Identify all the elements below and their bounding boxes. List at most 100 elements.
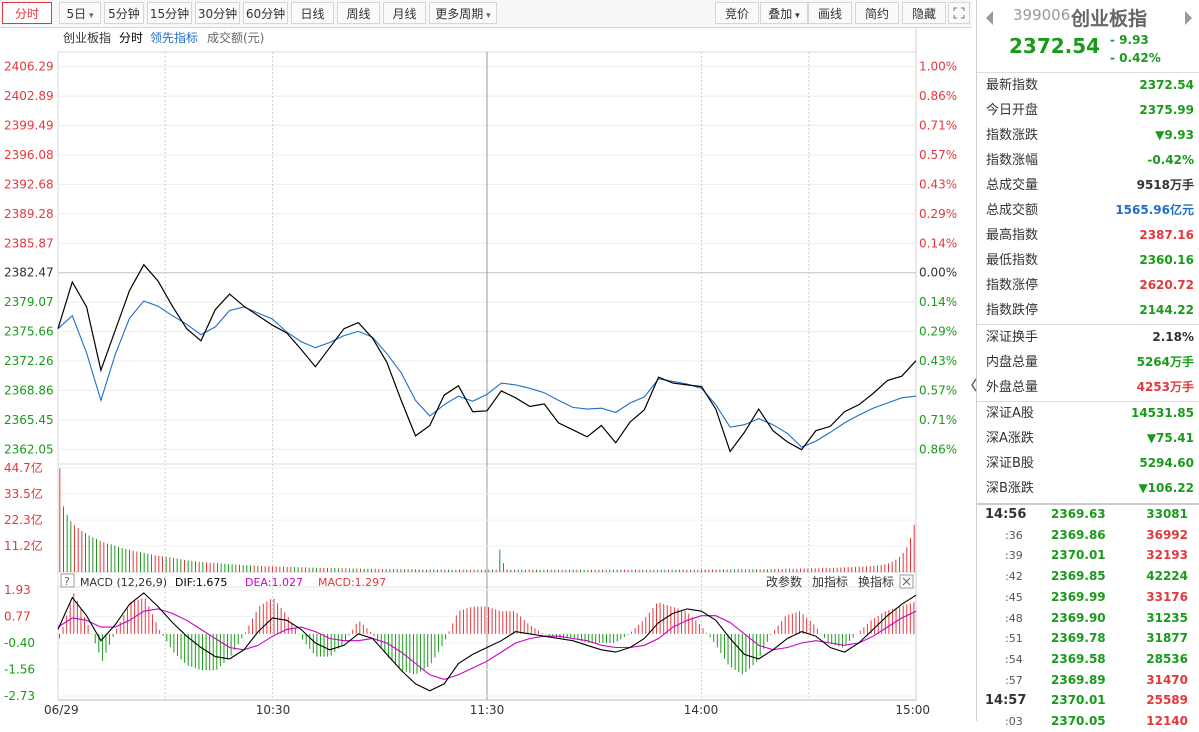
pct-tick-label: 0.57% [919, 383, 957, 397]
chevron-down-icon: ▾ [86, 11, 94, 21]
period-tab-9[interactable]: 更多周期 ▾ [429, 2, 497, 24]
stat-row: 深B涨跌 ▼106.22 [977, 476, 1199, 501]
price-tick-label: 2396.08 [4, 148, 54, 162]
tick-price: 2370.05 [1051, 714, 1106, 728]
period-tab-7[interactable]: 周线 [337, 2, 380, 24]
divider [977, 324, 1199, 325]
toolbar-action-4[interactable]: 隐藏 [902, 2, 946, 24]
period-tab-3[interactable]: 15分钟 [147, 2, 192, 24]
stat-value: 1565.96亿元 [1115, 203, 1194, 217]
tick-row: 14:57 2370.01 25589 [977, 690, 1199, 711]
price-tick-label: 2402.89 [4, 89, 54, 103]
dif-line [57, 592, 917, 692]
pct-tick-label: 0.57% [919, 148, 957, 162]
price-line [57, 263, 917, 453]
price-tick-label: 2372.26 [4, 354, 54, 368]
stat-label: 深证B股 [986, 456, 1034, 471]
stat-row: 指数跌停 2144.22 [977, 298, 1199, 323]
period-tab-label: 30分钟 [197, 7, 238, 21]
tick-volume: 12140 [1146, 714, 1188, 728]
period-tab-label: 5分钟 [108, 7, 140, 21]
stat-value: 2144.22 [1139, 303, 1194, 317]
legend-lead-indicator[interactable]: 领先指标 [150, 30, 198, 45]
stat-label: 深证A股 [986, 406, 1034, 421]
period-tab-8[interactable]: 月线 [383, 2, 426, 24]
stat-value: ▼75.41 [1146, 431, 1194, 445]
tick-time: :45 [1005, 590, 1023, 604]
quote-change-pct: - 0.42% [1110, 51, 1161, 65]
expand-icon[interactable] [948, 2, 970, 24]
stat-row: 深A涨跌 ▼75.41 [977, 426, 1199, 451]
tick-price: 2369.85 [1051, 569, 1106, 584]
pct-tick-label: 0.71% [919, 413, 957, 427]
tick-price: 2370.01 [1051, 548, 1106, 563]
stat-label: 总成交额 [986, 203, 1039, 218]
period-tab-label: 月线 [392, 7, 417, 21]
tick-time: 14:57 [985, 693, 1027, 709]
tick-price: 2369.86 [1051, 527, 1106, 542]
macd-help-button[interactable] [60, 573, 75, 588]
tick-volume: 42224 [1146, 569, 1188, 584]
period-tab-2[interactable]: 5分钟 [104, 2, 144, 24]
macd-tick-label: -0.40 [4, 636, 35, 650]
stat-row: 深证B股 5294.60 [977, 451, 1199, 476]
pct-tick-label: 0.43% [919, 177, 957, 191]
period-tab-label: 周线 [346, 7, 371, 21]
macd-tick-label: -1.56 [4, 662, 35, 676]
stat-value: 9518万手 [1136, 178, 1194, 192]
tick-row: :36 2369.86 36992 [977, 525, 1199, 546]
period-tab-4[interactable]: 30分钟 [195, 2, 240, 24]
tick-time: :36 [1005, 528, 1023, 542]
toolbar-action-3[interactable]: 简约 [855, 2, 899, 24]
tick-row: :39 2370.01 32193 [977, 545, 1199, 566]
period-tab-5[interactable]: 60分钟 [243, 2, 288, 24]
macd-add-indicator[interactable]: 加指标 [812, 574, 848, 589]
toolbar-action-2[interactable]: 画线 [808, 2, 852, 24]
stat-value: 2387.16 [1139, 228, 1194, 242]
stat-label: 最低指数 [986, 253, 1039, 268]
tick-row: :57 2369.89 31470 [977, 670, 1199, 691]
stat-value: 14531.85 [1130, 406, 1194, 420]
period-tab-0[interactable]: 分时 [2, 2, 52, 24]
macd-help-icon: ? [64, 575, 70, 588]
divider [977, 503, 1199, 505]
toolbar-action-label: 简约 [864, 7, 889, 21]
stat-label: 外盘总量 [986, 380, 1039, 395]
quote-header: 399006 创业板指 2372.54 - 9.93 - 0.42% [977, 0, 1199, 73]
stat-row: 最低指数 2360.16 [977, 248, 1199, 273]
stat-row: 最高指数 2387.16 [977, 223, 1199, 248]
stat-label: 最高指数 [986, 228, 1039, 243]
period-tab-label: 更多周期 [435, 7, 484, 21]
toolbar-action-label: 画线 [817, 7, 842, 21]
period-tab-label: 分时 [14, 7, 39, 21]
x-tick-label: 11:30 [470, 703, 505, 717]
stat-label: 总成交量 [986, 178, 1039, 193]
stat-row: 今日开盘 2375.99 [977, 98, 1199, 123]
chevron-down-icon: ▾ [483, 11, 491, 21]
period-tab-6[interactable]: 日线 [291, 2, 334, 24]
period-tab-1[interactable]: 5日 ▾ [59, 2, 101, 24]
next-arrow-icon[interactable] [1185, 11, 1193, 25]
pct-tick-label: 1.00% [919, 60, 957, 74]
period-tab-label: 15分钟 [149, 7, 190, 21]
stat-row: 总成交额 1565.96亿元 [977, 198, 1199, 223]
pct-tick-label: 0.43% [919, 354, 957, 368]
intraday-chart[interactable]: 2406.29 2402.89 2399.49 2396.08 2392.68 2389.… [0, 27, 972, 721]
collapse-panel-icon[interactable] [971, 376, 977, 394]
chevron-down-icon: ▾ [792, 11, 800, 21]
prev-arrow-icon[interactable] [986, 11, 994, 25]
price-tick-label: 2382.47 [4, 266, 54, 280]
toolbar-action-0[interactable]: 竞价 [715, 2, 759, 24]
price-tick-label: 2375.66 [4, 325, 54, 339]
quote-panel: 399006 创业板指 2372.54 - 9.93 - 0.42% 最新指数 2… [971, 0, 1199, 728]
tick-time: :42 [1005, 570, 1023, 584]
toolbar-action-1[interactable]: 叠加 ▾ [760, 2, 808, 24]
tick-volume: 33081 [1146, 507, 1188, 521]
pct-tick-label: 0.86% [919, 442, 957, 456]
tick-time: :57 [1005, 673, 1023, 687]
macd-change-indicator[interactable]: 换指标 [858, 574, 894, 589]
stat-value: 4253万手 [1136, 380, 1194, 394]
tick-row: :42 2369.85 42224 [977, 566, 1199, 587]
macd-edit-params[interactable]: 改参数 [766, 574, 802, 589]
macd-tick-label: 1.93 [4, 583, 31, 597]
